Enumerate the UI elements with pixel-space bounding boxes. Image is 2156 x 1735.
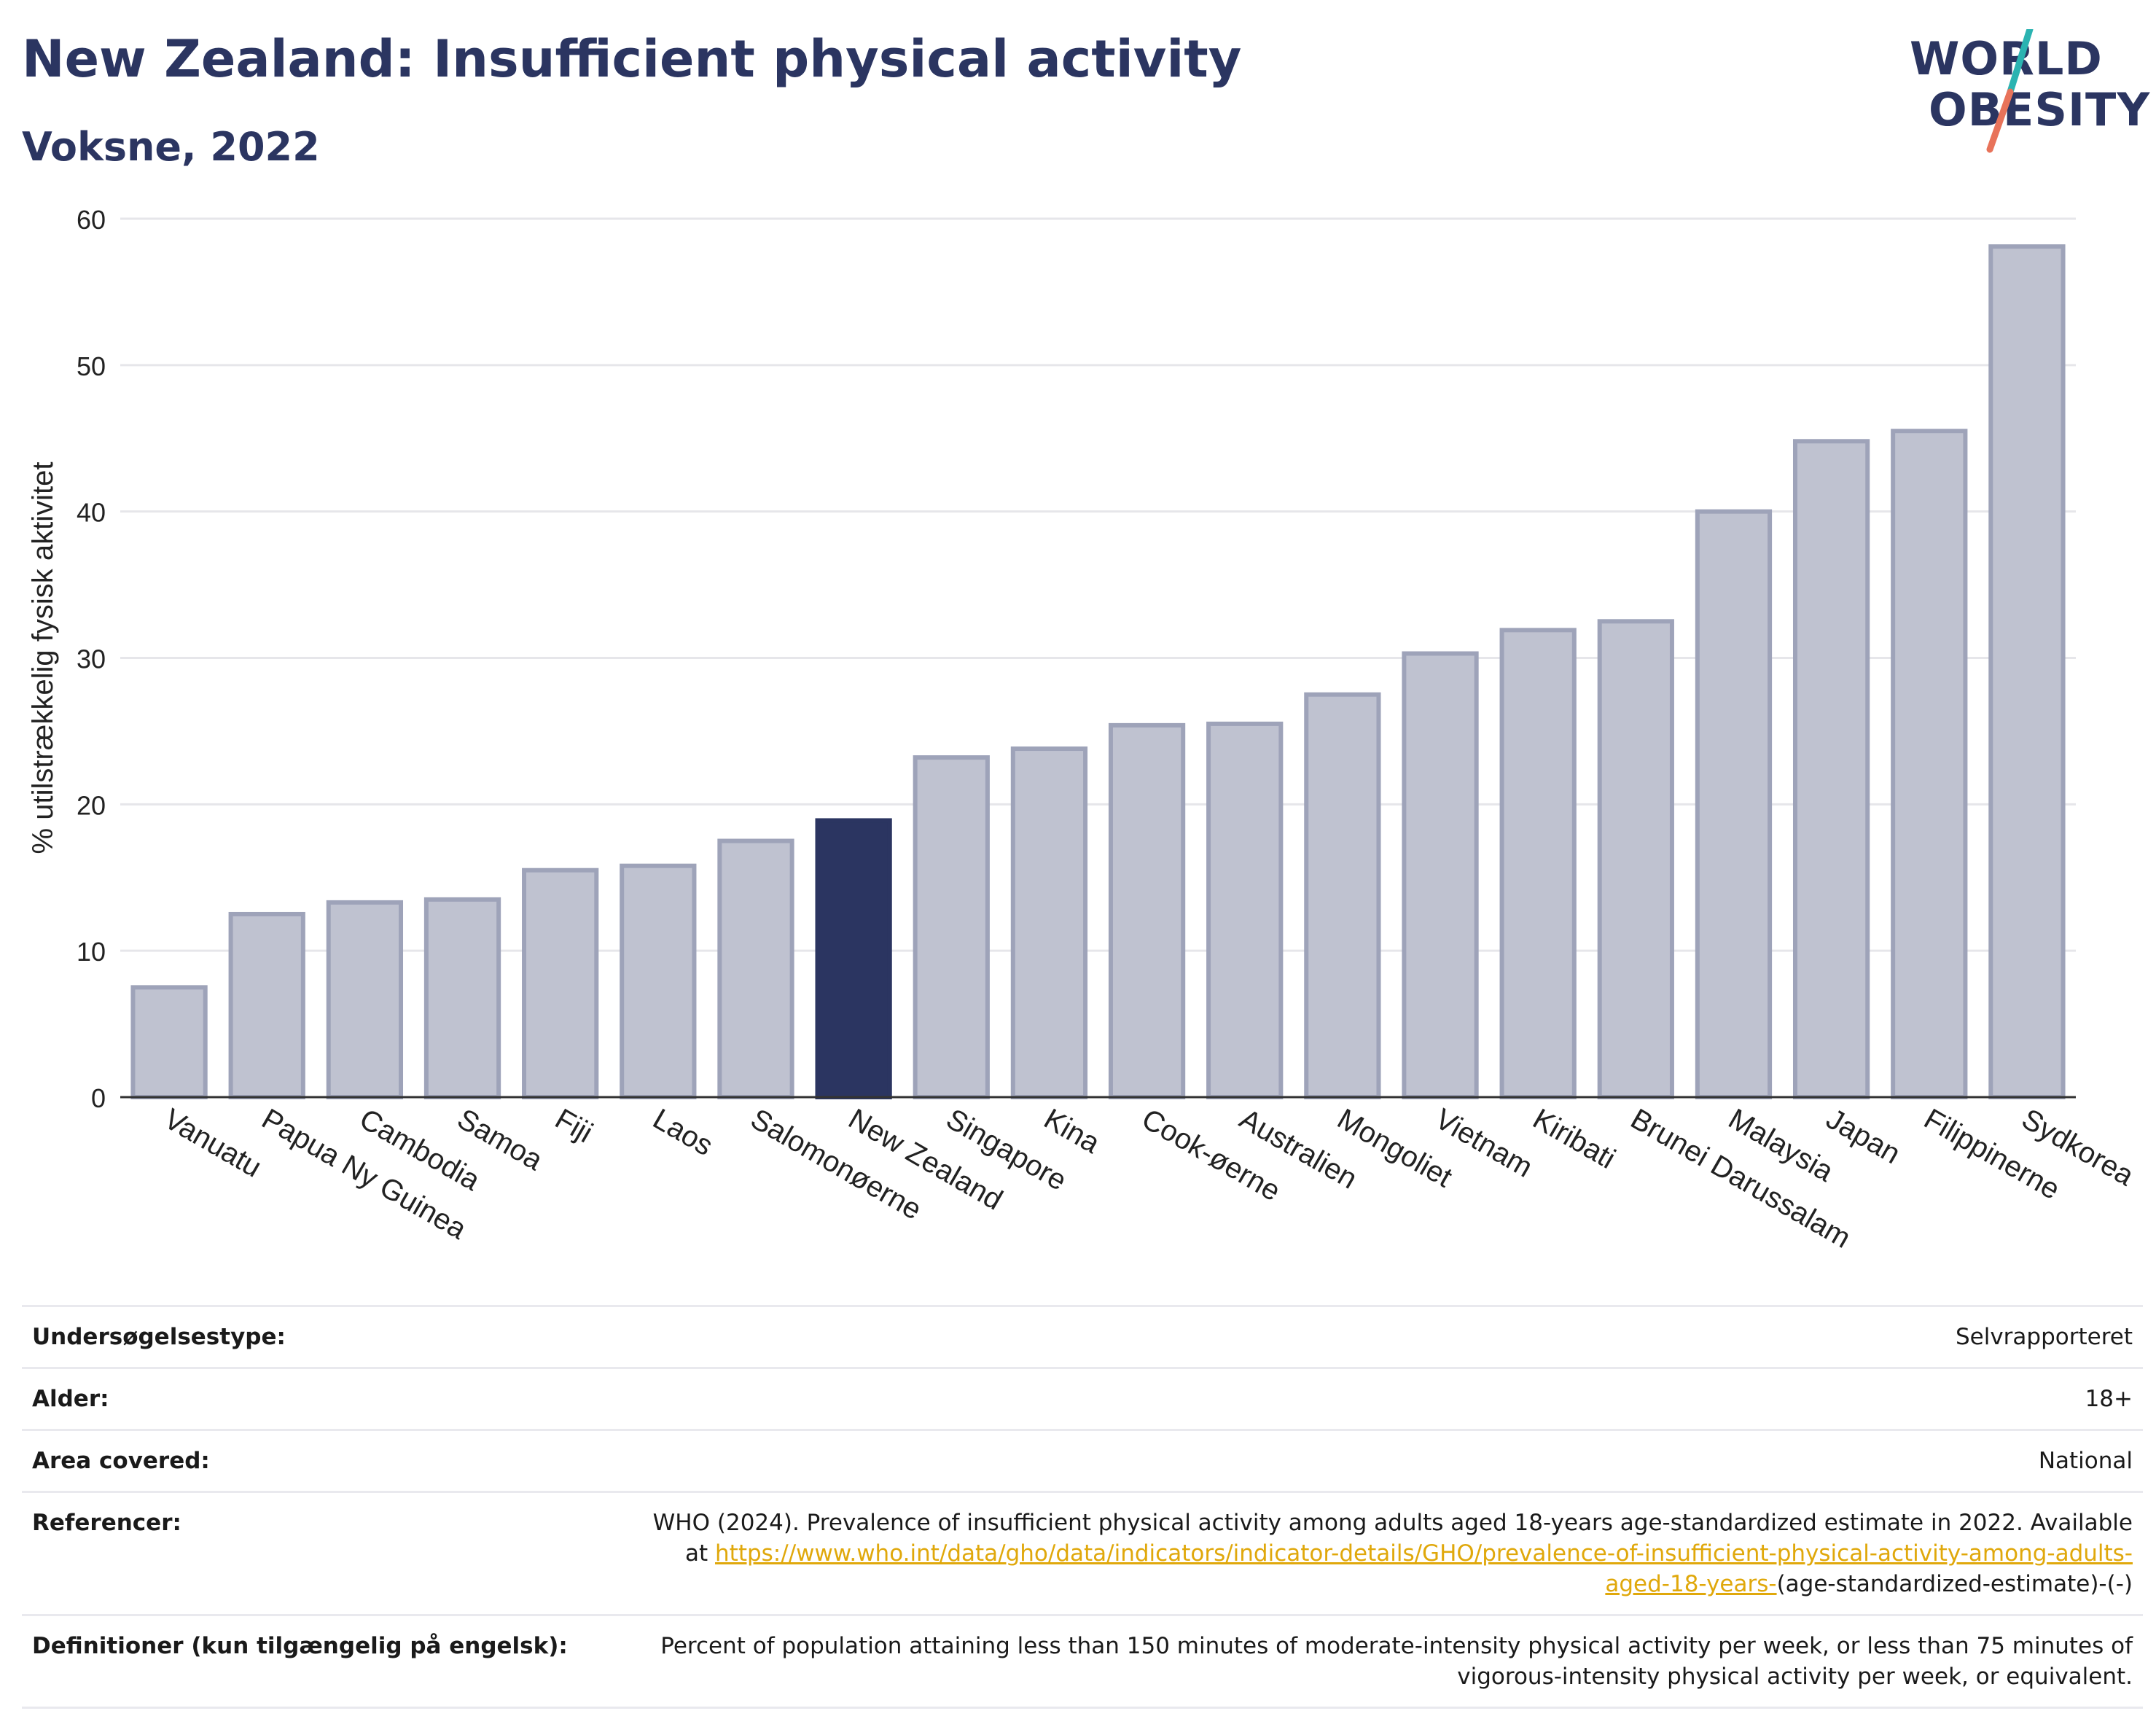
- reference-link[interactable]: https://www.who.int/data/gho/data/indica…: [715, 1540, 2133, 1597]
- bar-samoa[interactable]: [423, 897, 501, 1099]
- x-tick-label: Fiji: [550, 1103, 598, 1150]
- bar-cook-erne[interactable]: [1108, 722, 1186, 1100]
- chart-grid: [120, 217, 2076, 1099]
- bar-brunei-darussalam[interactable]: [1597, 619, 1674, 1099]
- y-tick-label: 60: [77, 205, 106, 235]
- bar-vanuatu[interactable]: [130, 985, 208, 1099]
- y-tick-label: 20: [77, 790, 106, 820]
- reference-suffix: (age-standardized-estimate)-(-): [1776, 1571, 2133, 1597]
- x-tick-label: Laos: [647, 1103, 718, 1162]
- bar-mongoliet[interactable]: [1304, 692, 1381, 1099]
- info-row-definitions: Definitioner (kun tilgængelig på engelsk…: [22, 1614, 2143, 1709]
- bar-kiribati[interactable]: [1499, 628, 1577, 1099]
- info-row-survey-type: Undersøgelsestype: Selvrapporteret: [22, 1305, 2143, 1367]
- x-tick-label: Kina: [1039, 1103, 1106, 1161]
- chart-bars: [130, 244, 2066, 1100]
- y-axis-label: % utilstrækkelig fysisk aktivitet: [27, 462, 59, 854]
- info-key: Referencer:: [32, 1510, 181, 1536]
- info-key: Area covered:: [32, 1448, 210, 1474]
- info-row-age: Alder: 18+: [22, 1367, 2143, 1429]
- info-row-references: Referencer: WHO (2024). Prevalence of in…: [22, 1491, 2143, 1614]
- y-tick-label: 30: [77, 644, 106, 674]
- logo-line1: WORLD: [1910, 32, 2103, 85]
- bar-new-zealand[interactable]: [815, 818, 892, 1099]
- info-value: National: [2038, 1448, 2133, 1474]
- info-key: Undersøgelsestype:: [32, 1324, 286, 1350]
- y-tick-label: 10: [77, 937, 106, 967]
- bar-cambodia[interactable]: [326, 900, 404, 1099]
- reference-text: WHO (2024). Prevalence of insufficient p…: [652, 1510, 2133, 1567]
- bar-singapore[interactable]: [913, 755, 990, 1099]
- info-value: WHO (2024). Prevalence of insufficient p…: [631, 1508, 2133, 1599]
- bar-kina[interactable]: [1010, 746, 1088, 1099]
- info-value: 18+: [2085, 1386, 2133, 1412]
- info-row-area: Area covered: National: [22, 1429, 2143, 1491]
- bar-malaysia[interactable]: [1695, 509, 1773, 1099]
- bar-japan[interactable]: [1792, 439, 1870, 1099]
- logo-slash-icon: [1986, 29, 2034, 153]
- info-value: Selvrapporteret: [1955, 1324, 2133, 1350]
- world-obesity-logo[interactable]: WORLD OBESITY: [1910, 29, 2149, 153]
- y-tick-label: 0: [91, 1083, 106, 1113]
- y-tick-label: 40: [77, 498, 106, 528]
- bar-laos[interactable]: [620, 863, 697, 1100]
- info-table: Undersøgelsestype: Selvrapporteret Alder…: [22, 1305, 2143, 1709]
- bar-vietnam[interactable]: [1402, 651, 1479, 1099]
- bar-fiji[interactable]: [522, 868, 599, 1099]
- info-key: Alder:: [32, 1386, 109, 1412]
- bar-papua-ny-guinea[interactable]: [228, 911, 305, 1099]
- info-key: Definitioner (kun tilgængelig på engelsk…: [32, 1633, 568, 1659]
- bar-australien[interactable]: [1206, 721, 1284, 1099]
- x-tick-label: Salomonøerne: [745, 1103, 926, 1226]
- x-tick-label: Kiribati: [1528, 1103, 1621, 1175]
- page-subtitle: Voksne, 2022: [22, 124, 320, 170]
- logo-line2: OBESITY: [1929, 83, 2151, 136]
- bar-filippinerne[interactable]: [1891, 429, 1968, 1100]
- x-tick-label: Vanuatu: [159, 1103, 267, 1184]
- page-title: New Zealand: Insufficient physical activ…: [22, 29, 1242, 89]
- bar-sydkorea[interactable]: [1988, 244, 2066, 1100]
- y-tick-label: 50: [77, 351, 106, 381]
- info-value: Percent of population attaining less tha…: [660, 1633, 2133, 1690]
- bar-salomon-erne[interactable]: [717, 838, 794, 1100]
